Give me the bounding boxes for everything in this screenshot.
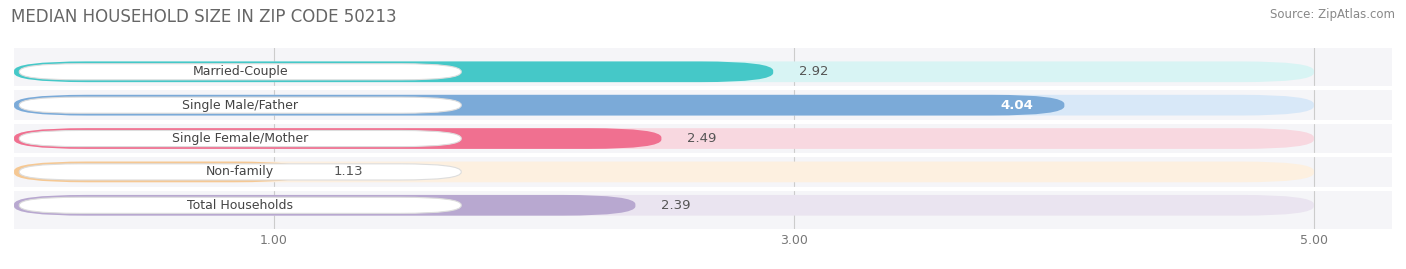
FancyBboxPatch shape	[20, 64, 461, 80]
Text: 1.13: 1.13	[333, 165, 364, 178]
FancyBboxPatch shape	[14, 61, 1315, 82]
Text: Source: ZipAtlas.com: Source: ZipAtlas.com	[1270, 8, 1395, 21]
FancyBboxPatch shape	[20, 164, 461, 180]
FancyBboxPatch shape	[14, 195, 636, 216]
Text: 2.92: 2.92	[799, 65, 828, 78]
FancyBboxPatch shape	[14, 95, 1315, 115]
Text: 2.39: 2.39	[661, 199, 690, 212]
FancyBboxPatch shape	[14, 128, 661, 149]
FancyBboxPatch shape	[20, 197, 461, 213]
Text: Non-family: Non-family	[207, 165, 274, 178]
FancyBboxPatch shape	[14, 95, 1064, 115]
FancyBboxPatch shape	[20, 130, 461, 147]
Text: Single Male/Father: Single Male/Father	[183, 99, 298, 112]
FancyBboxPatch shape	[14, 162, 1315, 182]
Text: 4.04: 4.04	[1000, 99, 1033, 112]
Text: Total Households: Total Households	[187, 199, 294, 212]
FancyBboxPatch shape	[14, 195, 1315, 216]
Text: Single Female/Mother: Single Female/Mother	[172, 132, 308, 145]
Text: 2.49: 2.49	[688, 132, 717, 145]
FancyBboxPatch shape	[20, 97, 461, 113]
FancyBboxPatch shape	[14, 162, 308, 182]
Text: Married-Couple: Married-Couple	[193, 65, 288, 78]
FancyBboxPatch shape	[14, 128, 1315, 149]
FancyBboxPatch shape	[14, 61, 773, 82]
Text: MEDIAN HOUSEHOLD SIZE IN ZIP CODE 50213: MEDIAN HOUSEHOLD SIZE IN ZIP CODE 50213	[11, 8, 396, 26]
